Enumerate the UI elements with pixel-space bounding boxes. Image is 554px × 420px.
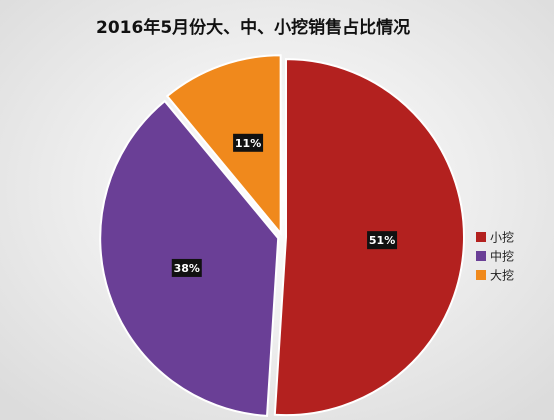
data-label: 51% xyxy=(369,234,395,247)
legend-label: 中挖 xyxy=(490,249,514,264)
data-label: 38% xyxy=(174,262,200,275)
chart-title: 2016年5月份大、中、小挖销售占比情况 xyxy=(96,17,410,38)
legend-swatch xyxy=(476,232,486,242)
pie-slice xyxy=(165,54,282,237)
data-label-box xyxy=(233,133,264,152)
pie-slice xyxy=(99,99,280,417)
data-label: 11% xyxy=(235,137,261,150)
legend-label: 小挖 xyxy=(490,230,514,245)
data-label-box xyxy=(171,258,202,277)
legend-swatch xyxy=(476,251,486,261)
data-label-box xyxy=(367,231,398,250)
legend-label: 大挖 xyxy=(490,268,514,283)
legend-swatch xyxy=(476,270,486,280)
